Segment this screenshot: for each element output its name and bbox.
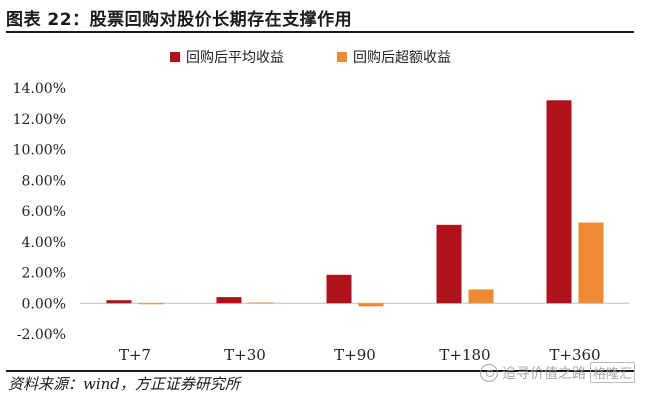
legend-swatch [337, 52, 347, 62]
bar-excess-return [248, 302, 274, 304]
y-tick-label: 12.00% [13, 112, 66, 128]
source-rule [6, 370, 634, 372]
bar-average-return [106, 300, 132, 304]
title-rule [6, 31, 634, 33]
y-tick-label: 2.00% [22, 266, 66, 282]
title-bar: 图表 22：股票回购对股价长期存在支撑作用 [6, 4, 634, 30]
x-category-label: T+30 [224, 346, 266, 364]
x-axis: T+7 T+30 T+90 T+180 T+360 [119, 346, 601, 364]
chart-title: 图表 22：股票回购对股价长期存在支撑作用 [6, 9, 353, 30]
y-tick-label: 10.00% [13, 143, 66, 159]
x-category-label: T+180 [439, 346, 490, 364]
legend-swatch [170, 52, 180, 62]
y-tick-label: 4.00% [22, 235, 66, 251]
bar-excess-return [578, 222, 604, 304]
y-tick-label: -2.00% [17, 327, 66, 343]
y-axis: -2.00% 0.00% 2.00% 4.00% 6.00% 8.00% 10.00% 12.… [13, 81, 630, 343]
x-category-label: T+360 [549, 346, 600, 364]
wechat-icon [479, 363, 498, 382]
bar-average-return [546, 100, 572, 304]
bars [106, 100, 604, 307]
y-tick-label: 8.00% [22, 173, 66, 189]
y-tick-label: 0.00% [22, 296, 66, 312]
y-tick-label: 6.00% [22, 204, 66, 220]
x-category-label: T+90 [334, 346, 376, 364]
source-note: 资料来源：wind，方正证券研究所 [8, 375, 240, 393]
bar-excess-return [138, 303, 164, 305]
bar-average-return [326, 274, 352, 304]
y-tick-label: 14.00% [13, 81, 66, 97]
legend-label: 回购后超额收益 [353, 50, 451, 66]
watermark-text: 追寻价值之路 [501, 365, 586, 382]
bar-excess-return [468, 289, 494, 304]
bar-average-return [216, 297, 242, 304]
legend: 回购后平均收益 回购后超额收益 [170, 50, 451, 66]
watermark-badge: 格隆汇 [589, 362, 635, 383]
chart-canvas: 回购后平均收益 回购后超额收益 -2.00% 0.00% 2.00% 4.00% 6.00… [13, 50, 630, 364]
x-category-label: T+7 [119, 346, 151, 364]
bar-excess-return [358, 303, 384, 307]
legend-label: 回购后平均收益 [186, 50, 284, 66]
watermark: 追寻价值之路 格隆汇 [479, 362, 635, 383]
bar-average-return [436, 224, 462, 304]
